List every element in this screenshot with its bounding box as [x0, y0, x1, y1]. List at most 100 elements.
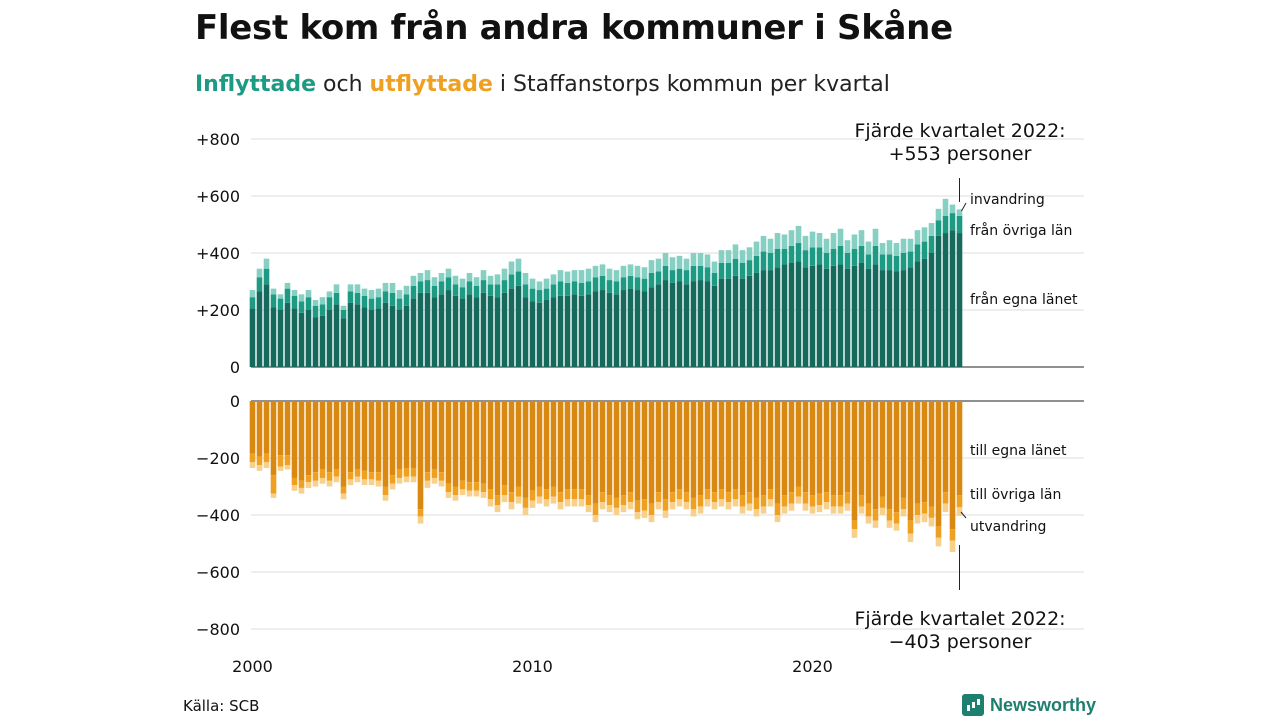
inflow-bar-segment [319, 304, 326, 316]
inflow-bar-segment [431, 277, 438, 286]
outflow-bar-segment [403, 476, 410, 483]
inflow-bar-segment [438, 281, 445, 295]
inflow-bar-segment [956, 209, 963, 216]
inflow-bar-segment [263, 284, 270, 367]
inflow-bar-segment [606, 268, 613, 281]
annotations: Fjärde kvartalet 2022:+553 personerinvan… [854, 120, 1078, 653]
outflow-bar-segment [410, 401, 417, 468]
bottom-annotation-line2: −403 personer [889, 631, 1032, 653]
label-invandring-leader [961, 202, 967, 212]
bottom-annotation-line1: Fjärde kvartalet 2022: [854, 608, 1065, 630]
inflow-bar-segment [788, 262, 795, 367]
outflow-bar-segment [921, 502, 928, 514]
inflow-bar-segment [599, 275, 606, 291]
outflow-bar-segment [900, 497, 907, 510]
outflow-bar-segment [690, 401, 697, 498]
outflow-bar-segment [354, 401, 361, 470]
top-y-tick-label: +800 [196, 130, 240, 149]
outflow-bar-segment [893, 401, 900, 513]
outflow-bar-segment [893, 512, 900, 524]
inflow-bar-segment [368, 290, 375, 299]
inflow-bar-segment [613, 281, 620, 295]
outflow-bar-segment [249, 401, 256, 454]
inflow-bar-segment [333, 292, 340, 305]
outflow-bar-segment [396, 477, 403, 484]
inflow-bar-segment [676, 268, 683, 282]
inflow-bar-segment [578, 295, 585, 367]
outflow-bar-segment [956, 401, 963, 496]
outflow-bar-segment [795, 486, 802, 497]
inflow-bar-segment [529, 288, 536, 302]
outflow-bar-segment [599, 502, 606, 510]
outflow-bar-segment [760, 401, 767, 496]
inflow-bar-segment [788, 245, 795, 263]
inflow-bar-segment [711, 285, 718, 367]
x-tick-label: 2000 [232, 657, 273, 676]
outflow-bar-segment [319, 477, 326, 484]
inflow-bar-segment [851, 248, 858, 266]
label-fran-ovriga-lan: från övriga län [970, 222, 1072, 239]
inflow-bar-segment [333, 284, 340, 293]
inflow-bar-segment [781, 248, 788, 265]
top-y-tick-label: +400 [196, 244, 240, 263]
label-invandring: invandring [970, 192, 1045, 208]
inflow-bar-segment [830, 248, 837, 266]
inflow-bar-segment [949, 204, 956, 214]
inflow-bar-segment [396, 298, 403, 310]
outflow-bar-segment [872, 401, 879, 510]
inflow-bar-segment [277, 294, 284, 299]
inflow-bar-segment [326, 310, 333, 367]
inflow-bar-segment [711, 261, 718, 273]
inflow-bar-segment [816, 233, 823, 248]
inflow-bar-segment [410, 285, 417, 299]
inflow-bar-segment [767, 238, 774, 253]
inflow-bar-segment [529, 301, 536, 367]
inflow-bar-segment [774, 267, 781, 367]
inflow-bar-segment [753, 255, 760, 273]
outflow-bar-segment [508, 502, 515, 510]
inflow-bar-segment [515, 271, 522, 286]
inflow-bar-segment [648, 260, 655, 273]
outflow-bar-segment [711, 502, 718, 510]
outflow-bar-segment [732, 499, 739, 507]
outflow-bar-segment [452, 486, 459, 496]
inflow-bar-segment [494, 284, 501, 298]
inflow-bar-segment [921, 227, 928, 242]
inflow-bar-segment [585, 281, 592, 295]
inflow-bar-segment [627, 288, 634, 367]
inflow-bar-segment [354, 284, 361, 293]
x-tick-label: 2020 [792, 657, 833, 676]
inflow-bar-segment [256, 291, 263, 367]
outflow-bar-segment [641, 401, 648, 500]
outflow-bar-segment [683, 401, 690, 493]
outflow-bar-segment [739, 495, 746, 507]
inflow-bar-segment [375, 288, 382, 298]
outflow-bar-segment [347, 479, 354, 486]
outflow-bar-segment [809, 495, 816, 507]
outflow-bar-segment [893, 523, 900, 531]
inflow-bar-segment [802, 235, 809, 251]
inflow-bar-segment [396, 310, 403, 367]
inflow-bar-segment [802, 267, 809, 367]
outflow-bar-segment [753, 497, 760, 510]
inflow-bar-segment [627, 275, 634, 289]
inflow-bar-segment [662, 253, 669, 266]
inflow-bar-segment [865, 268, 872, 367]
outflow-bar-segment [382, 486, 389, 496]
inflow-bar-segment [536, 290, 543, 303]
inflow-bar-segment [284, 288, 291, 303]
inflow-bar-segment [270, 307, 277, 367]
inflow-bar-segment [424, 280, 431, 293]
outflow-bar-segment [410, 476, 417, 483]
inflow-bar-segment [942, 233, 949, 367]
outflow-bar-segment [655, 401, 662, 493]
outflow-bar-segment [298, 480, 305, 488]
outflow-bar-segment [536, 401, 543, 487]
outflow-bar-segment [879, 507, 886, 515]
outflow-bar-segment [914, 401, 921, 504]
inflow-bar-segment [550, 284, 557, 298]
inflow-bar-segment [284, 302, 291, 367]
outflow-bar-segment [641, 499, 648, 511]
inflow-bar-segment [739, 278, 746, 367]
inflow-bar-segment [326, 291, 333, 298]
